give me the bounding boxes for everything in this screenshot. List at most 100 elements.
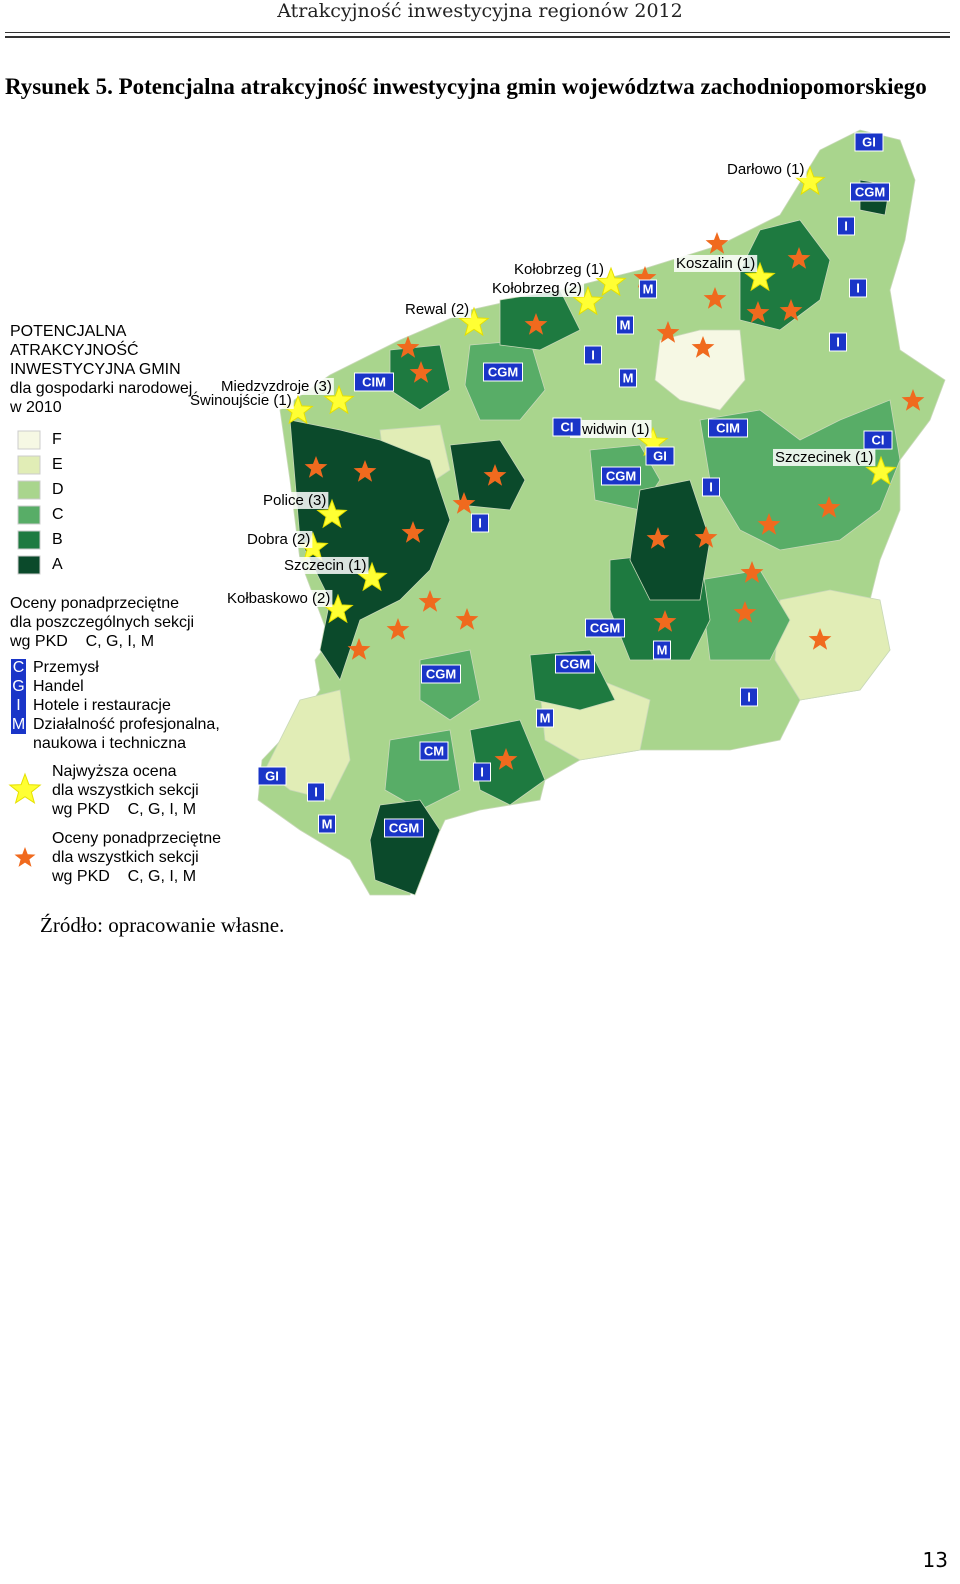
legend-title: ATRAKCYJNOŚĆ bbox=[10, 340, 139, 359]
orange-star bbox=[304, 456, 328, 478]
legend-section-code: C bbox=[13, 659, 25, 676]
legend-section-label: Handel bbox=[33, 678, 84, 695]
orange-star bbox=[653, 610, 677, 632]
place-label: Koszalin (1) bbox=[676, 255, 755, 272]
section-badge-label: GI bbox=[653, 448, 667, 463]
orange-star bbox=[779, 299, 803, 321]
section-badge-label: I bbox=[844, 218, 848, 233]
figure-caption: Rysunek 5. Potencjalna atrakcyjność inwe… bbox=[5, 74, 927, 99]
orange-star bbox=[452, 492, 476, 514]
legend-class-label: D bbox=[52, 481, 64, 498]
legend-sections-title: dla poszczególnych sekcji bbox=[10, 614, 194, 631]
section-badge-label: CGM bbox=[488, 364, 518, 379]
section-badge-label: I bbox=[856, 280, 860, 295]
region-e bbox=[774, 589, 891, 701]
legend-swatch bbox=[17, 480, 41, 500]
legend-title: POTENCJALNA bbox=[10, 323, 127, 340]
section-badge bbox=[307, 782, 325, 802]
region-b bbox=[739, 219, 831, 331]
place-label-bg bbox=[773, 448, 876, 466]
legend-class-label: F bbox=[52, 431, 62, 448]
place-label-bg bbox=[282, 556, 369, 574]
orange-star bbox=[633, 266, 657, 288]
section-badge-label: M bbox=[623, 370, 634, 385]
section-badge bbox=[645, 446, 675, 466]
legend-swatch bbox=[17, 555, 41, 575]
legend-section-code: G bbox=[12, 678, 24, 695]
orange-star bbox=[787, 247, 811, 269]
legend-class-label: B bbox=[52, 531, 63, 548]
place-label-bg bbox=[403, 300, 472, 318]
section-badge bbox=[702, 477, 720, 497]
legend-above-average: Oceny ponadprzeciętne bbox=[52, 830, 221, 847]
section-badge-label: CGM bbox=[590, 620, 620, 635]
section-badge-label: I bbox=[591, 347, 595, 362]
place-label: Szczecinek (1) bbox=[775, 449, 873, 466]
legend-title: dla gospodarki narodowej bbox=[10, 380, 192, 397]
orange-star bbox=[401, 521, 425, 543]
section-badge-label: I bbox=[314, 784, 318, 799]
map-marks: Darłowo (1) Kołobrzeg (1) Kołobrzeg (2) Kos… bbox=[188, 132, 925, 838]
source-note: Źródło: opracowanie własne. bbox=[40, 913, 285, 937]
legend-swatch bbox=[17, 430, 41, 450]
section-badge-label: CIM bbox=[716, 420, 740, 435]
orange-star bbox=[817, 496, 841, 518]
legend-orange-star bbox=[14, 847, 36, 867]
section-badge-label: M bbox=[540, 710, 551, 725]
section-badge bbox=[639, 279, 657, 299]
section-badge-label: I bbox=[480, 764, 484, 779]
region-a bbox=[629, 479, 711, 601]
place-label: Police (3) bbox=[263, 492, 326, 509]
section-badge bbox=[849, 278, 867, 298]
section-badge-label: CGM bbox=[855, 184, 885, 199]
orange-star bbox=[483, 464, 507, 486]
yellow-star bbox=[572, 285, 604, 316]
orange-star bbox=[494, 748, 518, 770]
section-badge-label: CGM bbox=[606, 468, 636, 483]
legend-above-average: wg PKD C, G, I, M bbox=[51, 868, 196, 885]
legend-code-column bbox=[11, 659, 26, 734]
yellow-star bbox=[323, 384, 355, 415]
section-badge bbox=[483, 362, 523, 382]
place-label: Szczecin (1) bbox=[284, 557, 367, 574]
place-label: Rewal (2) bbox=[405, 301, 469, 318]
section-badge-label: CGM bbox=[560, 656, 590, 671]
yellow-star bbox=[316, 498, 348, 529]
place-label-bg bbox=[490, 279, 585, 297]
section-badge bbox=[552, 417, 582, 437]
legend-top-rating: dla wszystkich sekcji bbox=[52, 782, 199, 799]
place-label-bg bbox=[219, 377, 334, 395]
section-badge-label: CGM bbox=[389, 820, 419, 835]
yellow-star bbox=[458, 306, 490, 337]
yellow-star bbox=[595, 266, 627, 297]
legend-swatch bbox=[17, 530, 41, 550]
orange-star bbox=[705, 232, 729, 254]
orange-star bbox=[691, 336, 715, 358]
section-badge-label: CGM bbox=[426, 666, 456, 681]
section-badge-label: M bbox=[620, 317, 631, 332]
legend-swatch bbox=[17, 455, 41, 475]
orange-star bbox=[524, 313, 548, 335]
legend-sections-title: wg PKD C, G, I, M bbox=[9, 633, 154, 650]
section-badge-label: M bbox=[643, 281, 654, 296]
section-badge-label: I bbox=[836, 334, 840, 349]
orange-star bbox=[409, 361, 433, 383]
section-badge bbox=[536, 708, 554, 728]
map bbox=[257, 129, 946, 896]
region-c bbox=[699, 399, 901, 551]
section-badge-label: GI bbox=[862, 134, 876, 149]
section-badge bbox=[318, 814, 336, 834]
region-f bbox=[654, 329, 746, 411]
section-badge bbox=[473, 762, 491, 782]
place-label: Dobra (2) bbox=[247, 531, 310, 548]
section-badge bbox=[585, 618, 625, 638]
orange-star bbox=[757, 513, 781, 535]
legend-title: w 2010 bbox=[9, 399, 62, 416]
section-badge-label: I bbox=[478, 515, 482, 530]
place-label-bg bbox=[674, 254, 758, 272]
section-badge bbox=[257, 766, 287, 786]
section-badge-label: I bbox=[747, 689, 751, 704]
section-badge bbox=[740, 687, 758, 707]
section-badge bbox=[863, 430, 893, 450]
